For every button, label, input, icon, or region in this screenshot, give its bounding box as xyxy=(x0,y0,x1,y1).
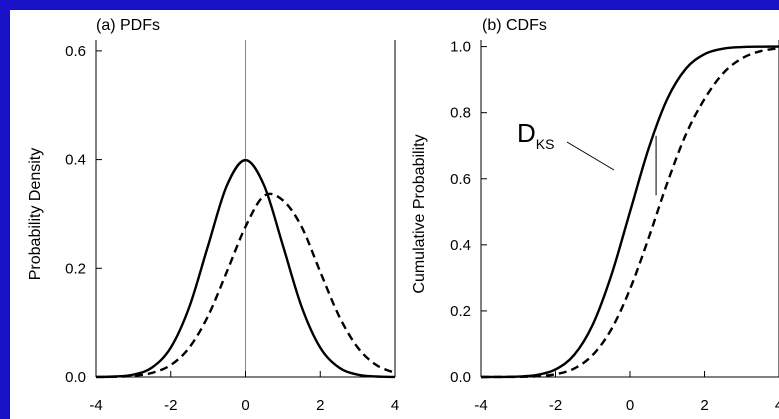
pdf-panel-title: (a) PDFs xyxy=(96,17,160,34)
cdf-y-tick-label: 1.0 xyxy=(450,39,471,56)
cdf-y-axis-label: Cumulative Probability xyxy=(411,134,428,293)
pdf-x-tick-label: 2 xyxy=(316,397,324,414)
cdf-panel: (b) CDFs Cumulative Probability DKS -4 -2… xyxy=(411,17,779,414)
pdf-x-tick-label: 0 xyxy=(241,397,249,414)
pdf-y-tick-label: 0.6 xyxy=(65,43,86,60)
pdf-y-axis-label: Probability Density xyxy=(27,148,44,281)
cdf-y-tick-label: 0.0 xyxy=(450,369,471,386)
cdf-y-tick-label: 0.8 xyxy=(450,105,471,122)
cdf-x-tick-label: -4 xyxy=(474,397,487,414)
pdf-y-tick-label: 0.0 xyxy=(65,369,86,386)
ks-annotation-pointer xyxy=(566,141,615,171)
pdf-x-tick-label: -4 xyxy=(89,397,102,414)
cdf-panel-title: (b) CDFs xyxy=(482,17,547,34)
pdf-y-tick-label: 0.2 xyxy=(65,260,86,277)
pdf-series-group xyxy=(95,158,396,379)
cdf-x-tick-label: 4 xyxy=(775,397,779,414)
ks-annotation: DKS xyxy=(517,118,657,196)
ks-letter: D xyxy=(517,118,536,148)
cdf-series-solid-line xyxy=(480,45,779,379)
cdf-y-tick-label: 0.2 xyxy=(450,303,471,320)
pdf-series-dashed-line xyxy=(95,192,396,379)
cdf-x-tick-label: 0 xyxy=(626,397,634,414)
cdf-x-tick-label: -2 xyxy=(549,397,562,414)
cdf-y-tick-label: 0.4 xyxy=(450,237,471,254)
pdf-panel: (a) PDFs Probability Density -4 -2 0 2 4 0.0 0… xyxy=(27,17,399,414)
ks-annotation-label: DKS xyxy=(517,118,554,152)
pdf-axes: -4 -2 0 2 4 0.0 0.2 0.4 0.6 xyxy=(65,40,399,414)
cdf-x-tick-label: 2 xyxy=(700,397,708,414)
ks-subscript: KS xyxy=(536,136,555,152)
pdf-x-tick-label: -2 xyxy=(164,397,177,414)
pdf-y-tick-label: 0.4 xyxy=(65,152,86,169)
pdf-x-tick-label: 4 xyxy=(391,397,399,414)
cdf-axes: -4 -2 0 2 4 0.0 0.2 0.4 0.6 0.8 1.0 xyxy=(450,39,779,414)
cdf-series-group xyxy=(480,45,779,379)
cdf-y-tick-label: 0.6 xyxy=(450,171,471,188)
pdf-series-solid-line xyxy=(95,158,396,379)
